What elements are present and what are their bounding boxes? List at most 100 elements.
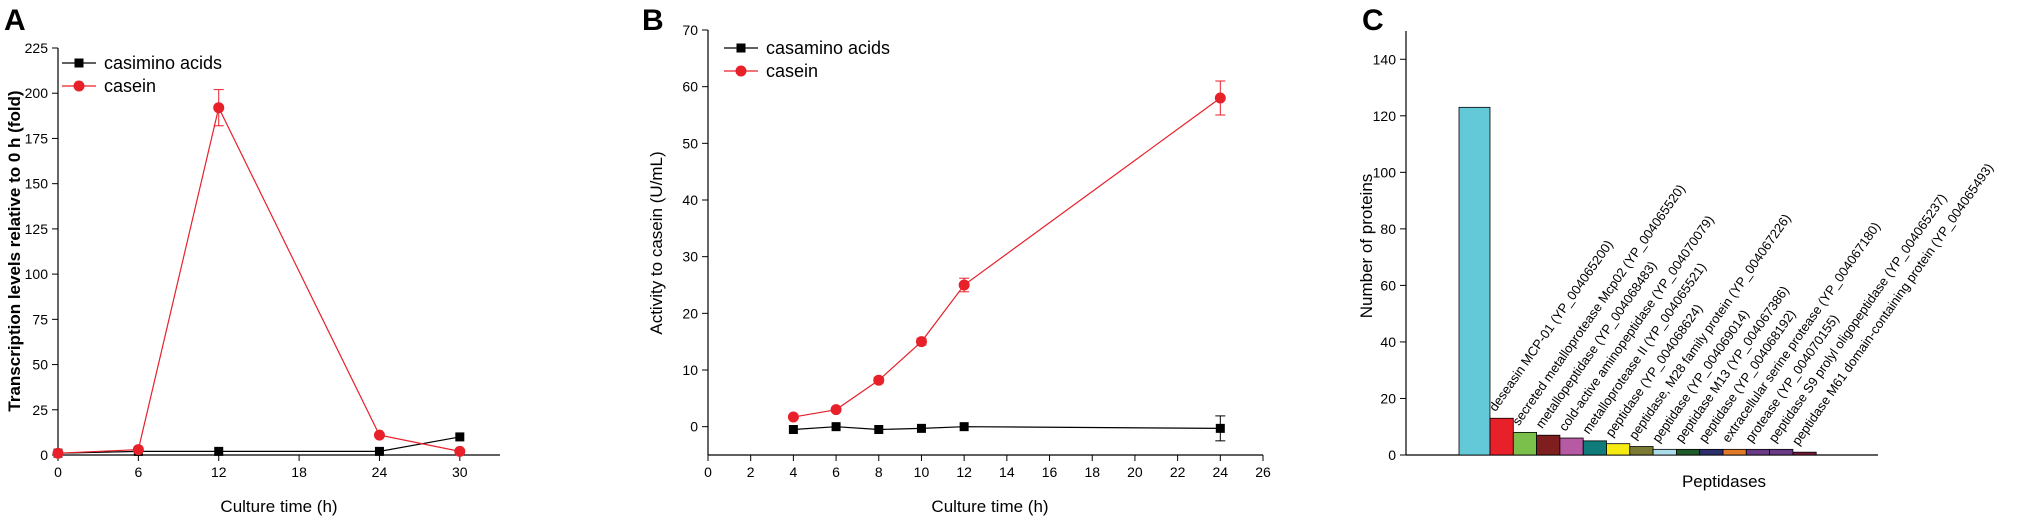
panel-b-x-tick-label: 6 xyxy=(832,464,840,480)
panel-b-y-tick-label: 50 xyxy=(682,135,698,151)
panel-b-legend-marker-1 xyxy=(735,65,747,77)
panel-b-legend-label-0: casamino acids xyxy=(766,38,890,58)
panel-b-x-tick-label: 10 xyxy=(914,464,930,480)
panel-a-data-point-circle xyxy=(454,445,466,457)
panel-c-bar-12 xyxy=(1745,448,1771,456)
panel-c-bar-10 xyxy=(1699,448,1724,456)
panel-b-y-tick-label: 10 xyxy=(682,362,698,378)
panel-b-x-tick-label: 14 xyxy=(999,464,1015,480)
panel-a-y-tick-label: 150 xyxy=(25,176,49,192)
panel-b-x-tick-label: 12 xyxy=(956,464,972,480)
panel-a-y-tick-label: 225 xyxy=(25,40,49,56)
panel-a-legend-label-1: casein xyxy=(104,76,156,96)
panel-b-x-tick-label: 22 xyxy=(1170,464,1186,480)
panel-a-data-point-square xyxy=(455,432,465,442)
panel-b-x-tick-label: 0 xyxy=(704,464,712,480)
panel-a-x-tick-label: 18 xyxy=(291,464,307,480)
panel-b-data-point-square xyxy=(831,422,841,432)
panel-b-data-point-circle xyxy=(787,411,799,423)
panel-label-b: B xyxy=(642,4,664,37)
panel-c-bar-2 xyxy=(1512,431,1538,456)
panel-a-x-tick-label: 0 xyxy=(54,464,62,480)
panel-a-y-tick-label: 100 xyxy=(25,266,49,282)
panel-b-x-tick-label: 26 xyxy=(1255,464,1271,480)
panel-b-y-tick-label: 20 xyxy=(682,305,698,321)
panel-a-x-tick-label: 30 xyxy=(452,464,468,480)
panel-b-legend: casamino acids casein xyxy=(724,38,890,81)
panel-a-x-tick-label: 6 xyxy=(134,464,142,480)
panel-a-x-axis-title: Culture time (h) xyxy=(220,497,337,516)
panel-c-bar-0 xyxy=(1458,106,1491,456)
panel-a-line-chart: 0 6 12 18 24 30 0 25 50 75 100 125 150 175 200 225 casi… xyxy=(5,40,500,516)
panel-b-x-tick-label: 8 xyxy=(875,464,883,480)
panel-a-legend-marker-0 xyxy=(74,58,84,68)
panel-b-data-point-circle xyxy=(830,404,842,416)
panel-b-data-point-circle xyxy=(1214,92,1226,104)
panel-a-legend-label-0: casimino acids xyxy=(104,53,222,73)
panel-b-data-point-square xyxy=(1215,423,1225,433)
panel-c-bar-14 xyxy=(1792,451,1817,456)
panel-a-data-point-circle xyxy=(213,102,225,114)
panel-a-y-tick-label: 0 xyxy=(40,447,48,463)
panel-a-y-tick-label: 75 xyxy=(32,311,48,327)
panel-b-x-tick-label: 24 xyxy=(1213,464,1229,480)
panel-b-x-tick-label: 18 xyxy=(1084,464,1100,480)
panel-b-y-axis-title: Activity to casein (U/mL) xyxy=(647,151,666,334)
panel-a-y-tick-label: 25 xyxy=(32,402,48,418)
panel-c-y-tick-label: 0 xyxy=(1388,447,1396,463)
panel-c-bar-1 xyxy=(1489,417,1514,456)
panel-b-data-point-circle xyxy=(958,279,970,291)
panel-b-data-point-square xyxy=(788,425,798,434)
panel-b-legend-label-1: casein xyxy=(766,61,818,81)
panel-c-bar-5 xyxy=(1582,440,1607,456)
panel-c-y-axis-title: Number of proteins xyxy=(1357,174,1376,319)
panel-a-y-tick-label: 50 xyxy=(32,357,48,373)
panel-b-data-point-circle xyxy=(915,336,927,348)
panel-label-a: A xyxy=(4,4,26,37)
panel-b-y-tick-label: 0 xyxy=(690,419,698,435)
panel-a-y-tick-label: 125 xyxy=(25,221,49,237)
panel-c-bar-8 xyxy=(1652,448,1677,456)
panel-a-data-point-square xyxy=(214,446,224,456)
panel-c-y-tick-label: 40 xyxy=(1380,334,1396,350)
panel-c-bar-4 xyxy=(1559,437,1584,456)
panel-b-data-point-square xyxy=(874,425,884,434)
panel-c-x-axis-title: Peptidases xyxy=(1682,472,1766,491)
panel-b-x-tick-label: 16 xyxy=(1042,464,1058,480)
panel-b-legend-marker-0 xyxy=(736,43,746,53)
panel-label-c: C xyxy=(1362,4,1384,37)
panel-c-bar-11 xyxy=(1722,448,1747,456)
panel-b-data-point-square xyxy=(959,422,969,432)
panel-c-bar-6 xyxy=(1606,443,1631,456)
panel-a-data-point-circle xyxy=(373,429,385,441)
panel-c-y-tick-label: 20 xyxy=(1380,390,1396,406)
panel-b-x-tick-label: 4 xyxy=(789,464,797,480)
panel-b-series-line-0 xyxy=(793,426,1221,431)
panel-c-y-tick-label: 120 xyxy=(1373,108,1397,124)
panel-b-y-tick-label: 60 xyxy=(682,79,698,95)
panel-c-y-tick-label: 60 xyxy=(1380,277,1396,293)
panel-a-y-tick-label: 175 xyxy=(25,130,49,146)
panel-a-data-point-square xyxy=(374,446,384,456)
panel-c-bar-9 xyxy=(1676,448,1701,456)
panel-b-x-axis-title: Culture time (h) xyxy=(931,497,1048,516)
panel-a-series-line-1 xyxy=(57,105,460,454)
panel-c-y-tick-label: 140 xyxy=(1373,51,1397,67)
panel-a-y-tick-label: 200 xyxy=(25,85,49,101)
panel-c-bar-13 xyxy=(1769,448,1794,456)
panel-a-y-axis-title: Transcription levels relative to 0 h (fo… xyxy=(5,90,24,411)
panel-b-y-tick-label: 30 xyxy=(682,249,698,265)
panel-b-y-tick-label: 40 xyxy=(682,192,698,208)
panel-b-x-tick-label: 20 xyxy=(1127,464,1143,480)
panel-a-legend-marker-1 xyxy=(73,80,85,92)
panel-b-data-point-circle xyxy=(873,374,885,386)
panel-a-x-tick-label: 12 xyxy=(211,464,227,480)
panel-c-y-tick-label: 80 xyxy=(1380,221,1396,237)
panel-c-bar-7 xyxy=(1629,446,1654,456)
panel-a-data-point-circle xyxy=(132,444,144,456)
panel-a-legend: casimino acids casein xyxy=(62,53,222,96)
panel-b-series-line-1 xyxy=(793,97,1221,418)
